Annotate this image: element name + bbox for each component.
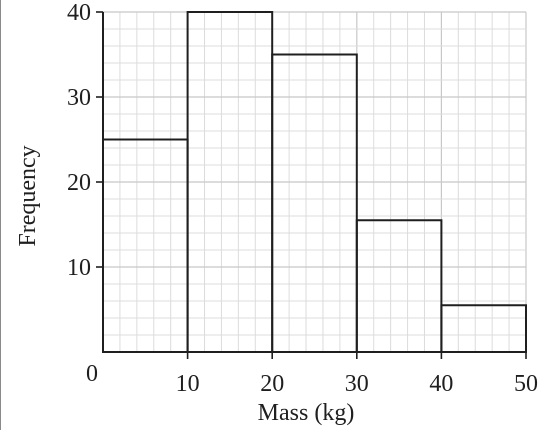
x-tick-label-20: 20: [260, 371, 284, 397]
histogram-bar-0-10: [102, 138, 189, 353]
histogram-bar-10-20: [186, 11, 274, 353]
x-axis-title: Mass (kg): [258, 400, 355, 426]
x-tick-label-30: 30: [345, 371, 369, 397]
grid: [103, 11, 527, 352]
histogram-bar-20-30: [271, 53, 358, 353]
tick-labels: 10 20 30 40 0 10 20 30 40 50: [67, 0, 538, 397]
y-tick-label-10: 10: [67, 255, 91, 281]
y-tick-label-30: 30: [67, 85, 91, 111]
x-tick-label-10: 10: [176, 371, 200, 397]
y-axis-title: Frequency: [15, 145, 41, 246]
x-tick-label-0: 0: [86, 361, 98, 387]
x-tick-label-50: 50: [514, 371, 538, 397]
y-tick-label-40: 40: [67, 0, 91, 26]
histogram-bar-30-40: [355, 219, 443, 353]
y-tick-label-20: 20: [67, 170, 91, 196]
histogram-bar-40-50: [440, 304, 527, 353]
axes: [96, 11, 527, 359]
x-tick-label-40: 40: [429, 371, 453, 397]
